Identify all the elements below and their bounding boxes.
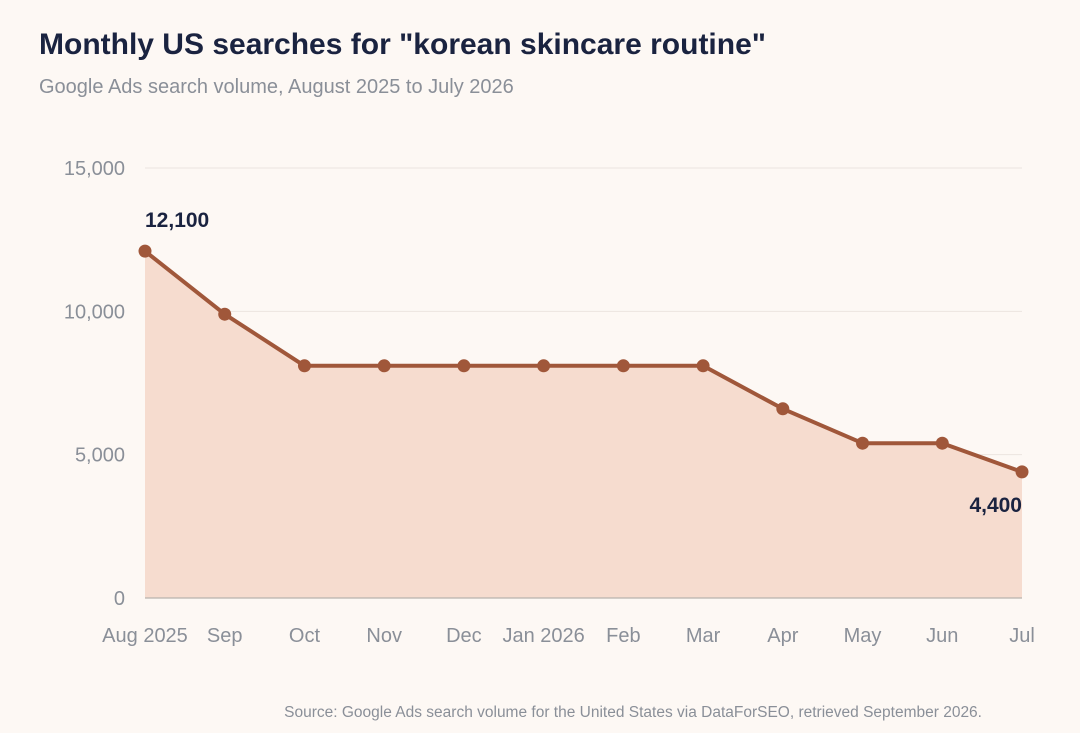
data-point bbox=[935, 436, 949, 450]
source-note: Source: Google Ads search volume for the… bbox=[284, 704, 982, 721]
x-tick-label: Apr bbox=[767, 625, 798, 647]
data-point bbox=[377, 359, 391, 373]
x-tick-label: Jul bbox=[1009, 625, 1035, 647]
x-tick-label: Aug 2025 bbox=[102, 625, 188, 647]
x-axis-labels: Aug 2025 Sep Oct Nov Dec Jan 2026 Feb Mar Apr May… bbox=[102, 625, 1035, 647]
area-fill bbox=[145, 251, 1022, 598]
y-tick-label: 15,000 bbox=[64, 158, 125, 180]
x-tick-label: Feb bbox=[606, 625, 640, 647]
x-tick-label: Jan 2026 bbox=[502, 625, 584, 647]
data-point bbox=[1015, 465, 1029, 479]
x-tick-label: Dec bbox=[446, 625, 482, 647]
data-point bbox=[616, 359, 630, 373]
y-tick-label: 10,000 bbox=[64, 301, 125, 323]
x-tick-label: Jun bbox=[926, 625, 958, 647]
data-labels: 12,100 4,400 bbox=[145, 209, 1022, 517]
x-tick-label: Mar bbox=[686, 625, 721, 647]
chart-title: Monthly US searches for "korean skincare… bbox=[39, 28, 767, 61]
data-point bbox=[297, 359, 311, 373]
y-tick-label: 0 bbox=[114, 588, 125, 610]
series-line bbox=[143, 249, 1023, 474]
y-tick-label: 5,000 bbox=[75, 445, 125, 467]
data-point bbox=[457, 359, 471, 373]
data-point bbox=[696, 359, 710, 373]
data-label: 12,100 bbox=[145, 209, 209, 232]
chart-subtitle: Google Ads search volume, August 2025 to… bbox=[39, 76, 514, 98]
data-point bbox=[218, 307, 232, 321]
x-tick-label: May bbox=[844, 625, 882, 647]
data-points bbox=[138, 244, 1029, 479]
data-point bbox=[856, 436, 870, 450]
x-tick-label: Sep bbox=[207, 625, 243, 647]
data-label: 4,400 bbox=[969, 494, 1022, 517]
x-tick-label: Nov bbox=[366, 625, 402, 647]
data-point bbox=[776, 402, 790, 416]
data-point bbox=[537, 359, 551, 373]
x-tick-label: Oct bbox=[289, 625, 321, 647]
data-point bbox=[138, 244, 152, 258]
y-axis-labels: 0 5,000 10,000 15,000 bbox=[64, 158, 125, 610]
